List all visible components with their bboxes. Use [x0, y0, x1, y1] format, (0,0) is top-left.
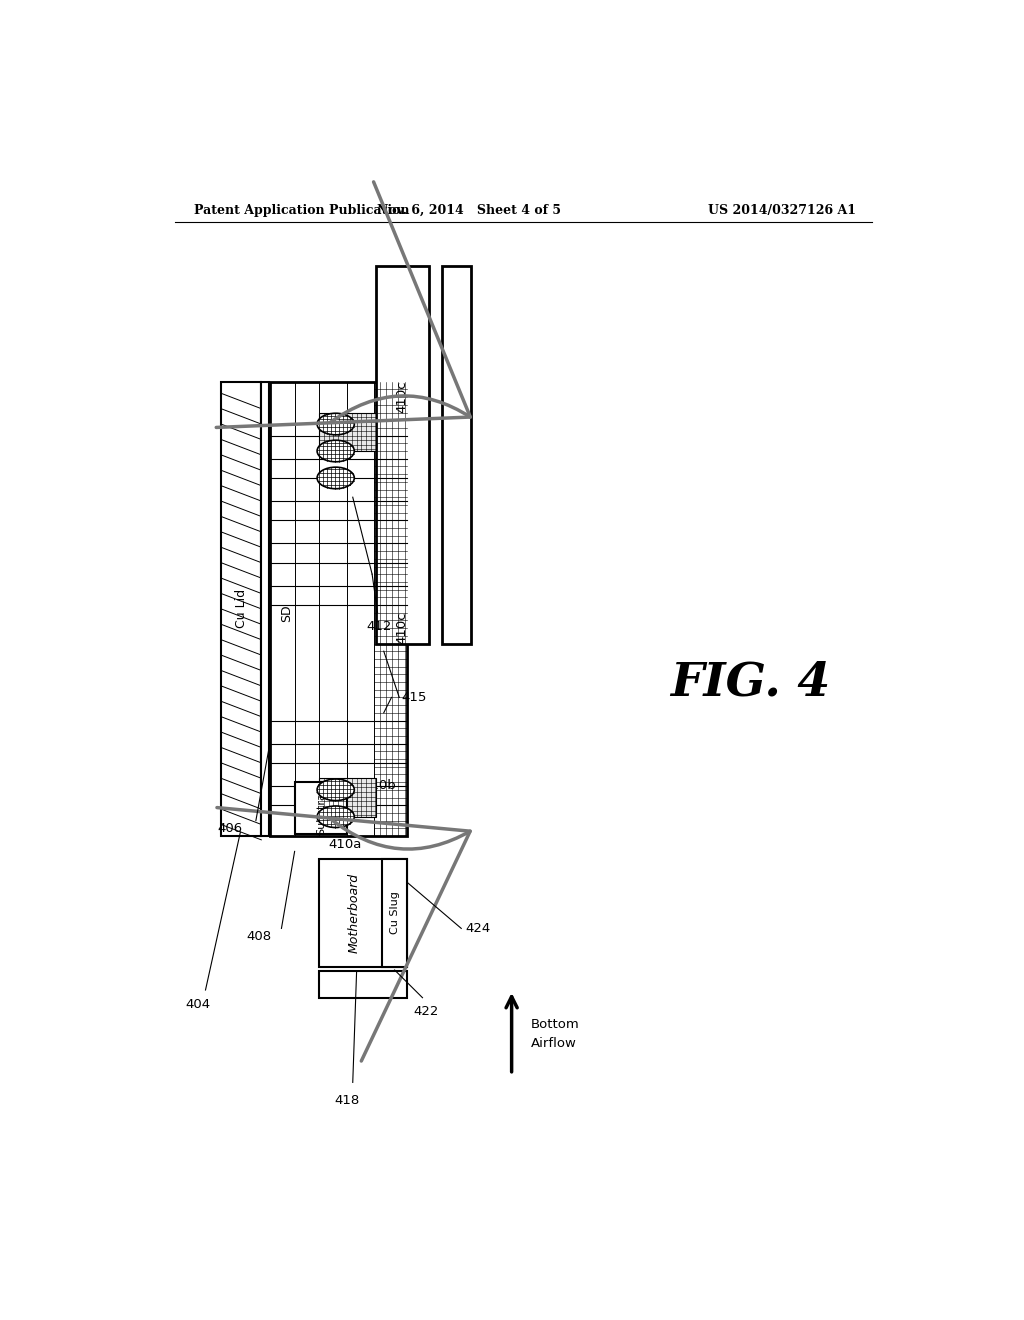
- Text: SD: SD: [281, 603, 293, 622]
- Text: Bottom: Bottom: [531, 1018, 580, 1031]
- Bar: [270, 381, 407, 836]
- Text: 410b: 410b: [362, 779, 396, 792]
- Text: Cu Lid: Cu Lid: [234, 589, 248, 628]
- Bar: [382, 859, 407, 966]
- Text: Nov. 6, 2014   Sheet 4 of 5: Nov. 6, 2014 Sheet 4 of 5: [377, 205, 561, 218]
- Text: FIG. 4: FIG. 4: [671, 659, 830, 705]
- Ellipse shape: [317, 779, 354, 800]
- Text: 410c: 410c: [395, 611, 409, 644]
- Bar: [295, 781, 347, 834]
- Ellipse shape: [317, 807, 354, 828]
- Text: 404: 404: [185, 998, 210, 1011]
- Text: Substrate: Substrate: [316, 781, 326, 836]
- Bar: [319, 412, 376, 451]
- Text: 415: 415: [401, 690, 427, 704]
- Text: Airflow: Airflow: [531, 1038, 577, 1051]
- Text: 408: 408: [246, 929, 271, 942]
- FancyArrowPatch shape: [217, 808, 470, 1061]
- Bar: [319, 859, 407, 966]
- Ellipse shape: [317, 467, 354, 488]
- Text: 418: 418: [334, 1094, 359, 1107]
- Text: 424: 424: [465, 921, 490, 935]
- Text: 410c: 410c: [395, 380, 409, 413]
- FancyArrowPatch shape: [216, 182, 470, 428]
- Bar: [221, 381, 261, 836]
- Text: Motherboard: Motherboard: [348, 873, 360, 953]
- Bar: [376, 267, 429, 644]
- Bar: [261, 381, 269, 836]
- Text: Patent Application Publication: Patent Application Publication: [194, 205, 410, 218]
- Text: 410a: 410a: [329, 838, 361, 851]
- Bar: [319, 970, 407, 998]
- Text: 422: 422: [414, 1006, 438, 1019]
- Text: 406: 406: [217, 822, 243, 834]
- Ellipse shape: [317, 441, 354, 462]
- Text: Cu Slug: Cu Slug: [389, 891, 399, 935]
- Text: 412: 412: [367, 620, 392, 634]
- Text: US 2014/0327126 A1: US 2014/0327126 A1: [709, 205, 856, 218]
- Ellipse shape: [317, 413, 354, 434]
- Bar: [319, 779, 376, 817]
- Bar: [442, 267, 471, 644]
